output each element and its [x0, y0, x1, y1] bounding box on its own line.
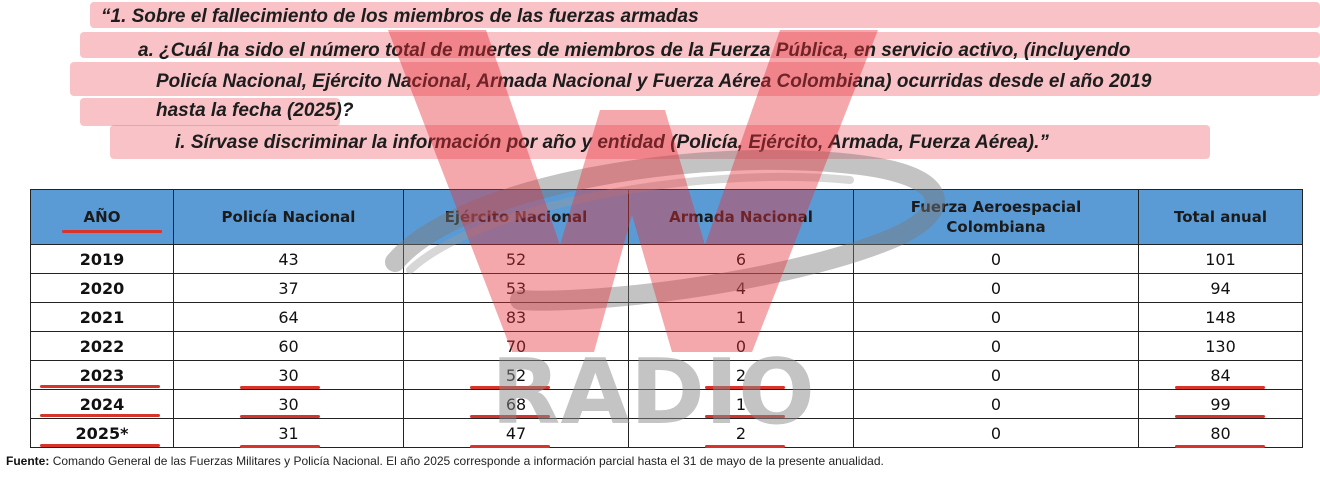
cell-policia: 31 — [173, 418, 404, 448]
question-line: hasta la fecha (2025)? — [156, 100, 354, 121]
cell-ejercito: 83 — [403, 302, 629, 332]
cell-armada: 1 — [628, 389, 854, 419]
table-header-row: AÑO Policía Nacional Ejército Nacional A… — [30, 189, 1303, 245]
cell-year: 2020 — [30, 273, 174, 303]
underline-mark — [40, 444, 160, 447]
cell-fuerza-aeroespacial: 0 — [853, 273, 1139, 303]
cell-ejercito: 70 — [403, 331, 629, 361]
cell-armada: 1 — [628, 302, 854, 332]
cell-year: 2022 — [30, 331, 174, 361]
highlight-band — [70, 62, 1320, 96]
table-row: 2021 64 83 1 0 148 — [30, 302, 1303, 332]
cell-ejercito: 47 — [403, 418, 629, 448]
underline-mark — [705, 445, 785, 448]
source-text: Comando General de las Fuerzas Militares… — [52, 454, 884, 468]
table-row: 2022 60 70 0 0 130 — [30, 331, 1303, 361]
column-header-year: AÑO — [30, 189, 174, 245]
table-row: 2020 37 53 4 0 94 — [30, 273, 1303, 303]
column-header-policia: Policía Nacional — [173, 189, 404, 245]
cell-policia: 37 — [173, 273, 404, 303]
highlight-band — [90, 2, 1320, 28]
table-row: 2019 43 52 6 0 101 — [30, 244, 1303, 274]
underline-mark — [240, 386, 320, 389]
cell-armada: 6 — [628, 244, 854, 274]
underline-mark — [470, 386, 550, 389]
question-line: a. ¿Cuál ha sido el número total de muer… — [138, 40, 1131, 61]
cell-ejercito: 52 — [403, 360, 629, 390]
question-line: i. Sírvase discriminar la información po… — [175, 132, 1049, 153]
underline-mark — [1175, 386, 1265, 389]
cell-armada: 4 — [628, 273, 854, 303]
cell-total: 148 — [1138, 302, 1303, 332]
underline-mark — [40, 414, 160, 417]
underline-mark — [705, 415, 785, 418]
cell-fuerza-aeroespacial: 0 — [853, 360, 1139, 390]
cell-total: 101 — [1138, 244, 1303, 274]
highlight-band — [80, 32, 1320, 58]
question-block: “1. Sobre el fallecimiento de los miembr… — [0, 0, 1320, 170]
deaths-table: AÑO Policía Nacional Ejército Nacional A… — [30, 189, 1303, 448]
cell-ejercito: 68 — [403, 389, 629, 419]
highlight-band — [110, 125, 1210, 159]
underline-mark — [40, 385, 160, 388]
column-header-total: Total anual — [1138, 189, 1303, 245]
question-line: Policía Nacional, Ejército Nacional, Arm… — [156, 71, 1152, 92]
column-header-fuerza-aeroespacial: Fuerza Aeroespacial Colombiana — [853, 189, 1139, 245]
cell-total: 80 — [1138, 418, 1303, 448]
cell-ejercito: 52 — [403, 244, 629, 274]
table-row: 2023 30 52 2 0 84 — [30, 360, 1303, 390]
underline-mark — [470, 445, 550, 448]
source-label: Fuente: — [6, 454, 50, 468]
underline-mark — [1175, 415, 1265, 418]
source-note: Fuente: Comando General de las Fuerzas M… — [6, 454, 884, 468]
cell-year: 2025* — [30, 418, 174, 448]
cell-fuerza-aeroespacial: 0 — [853, 389, 1139, 419]
cell-policia: 60 — [173, 331, 404, 361]
cell-armada: 2 — [628, 360, 854, 390]
cell-ejercito: 53 — [403, 273, 629, 303]
cell-year: 2021 — [30, 302, 174, 332]
cell-armada: 2 — [628, 418, 854, 448]
highlight-band — [80, 98, 340, 126]
underline-mark — [1175, 445, 1265, 448]
cell-policia: 43 — [173, 244, 404, 274]
cell-fuerza-aeroespacial: 0 — [853, 418, 1139, 448]
cell-policia: 64 — [173, 302, 404, 332]
cell-total: 130 — [1138, 331, 1303, 361]
column-header-ejercito: Ejército Nacional — [403, 189, 629, 245]
underline-mark — [470, 415, 550, 418]
table-row: 2024 30 68 1 0 99 — [30, 389, 1303, 419]
column-header-armada: Armada Nacional — [628, 189, 854, 245]
underline-mark — [62, 230, 162, 233]
underline-mark — [240, 415, 320, 418]
cell-armada: 0 — [628, 331, 854, 361]
cell-year: 2019 — [30, 244, 174, 274]
cell-fuerza-aeroespacial: 0 — [853, 244, 1139, 274]
cell-total: 99 — [1138, 389, 1303, 419]
question-line: “1. Sobre el fallecimiento de los miembr… — [101, 6, 699, 27]
cell-fuerza-aeroespacial: 0 — [853, 331, 1139, 361]
table-row: 2025* 31 47 2 0 80 — [30, 418, 1303, 448]
cell-fuerza-aeroespacial: 0 — [853, 302, 1139, 332]
underline-mark — [240, 445, 320, 448]
underline-mark — [705, 386, 785, 389]
cell-total: 84 — [1138, 360, 1303, 390]
cell-total: 94 — [1138, 273, 1303, 303]
